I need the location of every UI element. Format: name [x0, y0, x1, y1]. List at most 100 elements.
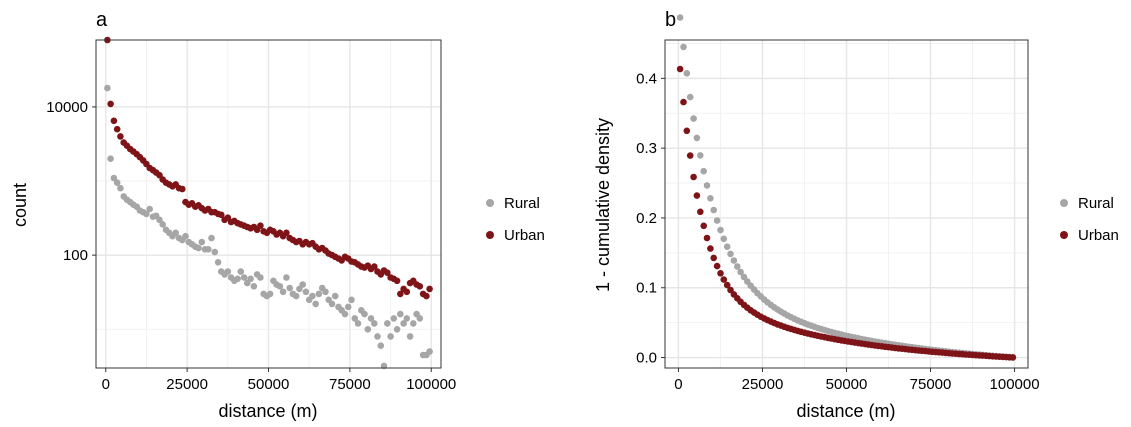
point-rural — [374, 333, 381, 340]
point-rural — [328, 300, 336, 308]
y-tick-label: 10000 — [46, 99, 88, 116]
point-rural — [416, 315, 424, 322]
panel-a-letter: a — [96, 9, 108, 31]
point-urban — [113, 125, 121, 133]
point-rural — [237, 268, 245, 275]
point-urban — [117, 133, 124, 140]
point-rural — [159, 221, 166, 228]
panel-a-y-ticks: 100 10000 — [46, 99, 96, 264]
point-urban — [110, 117, 118, 125]
point-rural — [710, 206, 717, 214]
point-rural — [182, 232, 189, 240]
panel-b-legend-urban-key — [1060, 231, 1068, 239]
point-rural — [686, 93, 694, 101]
y-tick-label: 0.4 — [636, 70, 657, 87]
point-rural — [406, 333, 414, 340]
point-urban — [720, 276, 728, 283]
panel-a-legend-urban-key — [486, 231, 494, 239]
point-rural — [397, 310, 404, 318]
point-urban — [107, 100, 114, 108]
panel-b-x-axis-title: distance (m) — [796, 401, 895, 421]
point-rural — [676, 14, 684, 21]
y-tick-label: 0.0 — [636, 350, 657, 367]
panel-a-points — [104, 36, 433, 370]
point-rural — [723, 243, 731, 250]
panel-b-grid — [665, 40, 1028, 368]
point-urban — [426, 285, 433, 293]
point-rural — [734, 263, 741, 270]
point-rural — [208, 234, 215, 242]
point-rural — [315, 290, 323, 298]
x-tick-label: 75000 — [329, 376, 371, 393]
x-tick-label: 75000 — [910, 376, 952, 393]
point-rural — [727, 250, 734, 258]
point-urban — [218, 211, 225, 219]
point-rural — [351, 315, 359, 322]
point-rural — [364, 326, 372, 333]
point-urban — [397, 290, 404, 298]
panel-a-legend: Rural Urban — [486, 195, 545, 244]
panel-b-legend-rural-key — [1060, 199, 1068, 207]
point-rural — [697, 152, 704, 159]
point-urban — [283, 229, 290, 237]
point-rural — [195, 244, 202, 252]
point-urban — [371, 263, 378, 270]
point-rural — [730, 257, 738, 264]
point-rural — [172, 229, 179, 237]
x-tick-label: 25000 — [166, 376, 208, 393]
point-urban — [393, 277, 401, 285]
point-urban — [680, 98, 687, 106]
point-rural — [737, 268, 744, 276]
point-rural — [331, 292, 339, 300]
point-rural — [117, 184, 124, 192]
point-rural — [266, 290, 274, 298]
point-rural — [156, 216, 163, 224]
point-rural — [224, 268, 232, 275]
x-tick-label: 0 — [674, 376, 682, 393]
point-rural — [354, 320, 362, 327]
panel-b-legend: Rural Urban — [1060, 195, 1119, 244]
panel-b-legend-urban-label: Urban — [1078, 227, 1119, 244]
point-rural — [292, 292, 300, 300]
point-rural — [104, 84, 111, 92]
point-urban — [416, 283, 424, 290]
y-tick-label: 0.3 — [636, 140, 657, 157]
point-urban — [707, 245, 714, 252]
point-rural — [205, 246, 212, 253]
point-urban — [697, 208, 704, 216]
x-tick-label: 0 — [102, 376, 110, 393]
point-rural — [299, 281, 307, 288]
point-rural — [713, 217, 721, 224]
panel-a: a 0 25000 50000 75000 100000 100 10000 distan… — [10, 9, 545, 421]
point-rural — [707, 195, 714, 202]
point-urban — [713, 262, 721, 270]
point-rural — [214, 259, 222, 266]
point-urban — [703, 234, 711, 242]
point-urban — [423, 292, 430, 300]
point-urban — [686, 152, 694, 159]
point-urban — [690, 173, 697, 181]
point-urban — [384, 269, 391, 277]
point-rural — [371, 320, 378, 327]
point-rural — [110, 174, 118, 182]
point-rural — [211, 248, 219, 256]
point-rural — [107, 155, 114, 162]
point-rural — [387, 333, 394, 340]
panel-b-legend-rural-label: Rural — [1078, 195, 1114, 212]
y-tick-label: 0.1 — [636, 280, 657, 297]
panel-a-x-axis-title: distance (m) — [218, 401, 317, 421]
point-urban — [1009, 354, 1017, 361]
point-rural — [361, 310, 368, 318]
point-urban — [717, 270, 724, 277]
point-urban — [676, 65, 684, 73]
point-rural — [700, 167, 707, 175]
point-rural — [393, 326, 401, 333]
point-rural — [302, 288, 310, 296]
x-tick-label: 100000 — [406, 376, 456, 393]
point-urban — [700, 222, 707, 230]
point-rural — [341, 310, 349, 318]
point-rural — [257, 274, 264, 281]
point-rural — [279, 288, 287, 296]
point-rural — [717, 226, 724, 234]
